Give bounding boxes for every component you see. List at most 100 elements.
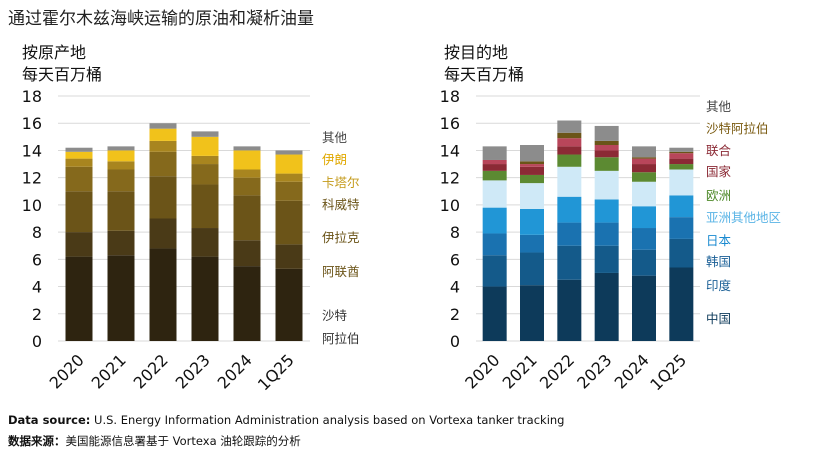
bar-segment — [632, 275, 656, 341]
legend-label: 阿拉伯 — [322, 331, 360, 346]
bar-segment — [557, 154, 582, 167]
bar-segment — [594, 157, 619, 171]
y-tick-label: 18 — [22, 87, 42, 106]
y-tick-label: 4 — [32, 278, 42, 297]
bar-segment — [557, 222, 582, 246]
source-text-en: U.S. Energy Information Administration a… — [90, 413, 565, 427]
x-tick-label: 2023 — [573, 350, 615, 392]
left-chart-subtitle-line2: 每天百万桶 — [22, 65, 103, 84]
source-text-zh: 美国能源信息署基于 Vortexa 油轮跟踪的分析 — [65, 434, 301, 448]
legend-label: 阿联酋 — [322, 264, 360, 279]
bar-segment — [482, 255, 507, 287]
bar-segment — [557, 120, 582, 133]
x-tick-label: 1Q25 — [254, 350, 298, 394]
bar-segment — [594, 125, 619, 141]
bar-segment — [191, 256, 219, 341]
bar-segment — [669, 267, 694, 341]
legend-label: 欧洲 — [706, 188, 731, 203]
bar-segment — [191, 155, 219, 165]
legend-label: 伊朗 — [322, 152, 347, 167]
bar-segment — [191, 136, 219, 156]
bar-segment — [65, 147, 93, 152]
bar-segment — [557, 132, 582, 139]
x-tick-label: 2022 — [536, 350, 578, 392]
bar-segment — [275, 173, 303, 182]
bar-segment — [149, 218, 177, 249]
bar-segment — [65, 151, 93, 159]
y-tick-label: 18 — [440, 87, 460, 106]
bar-segment — [107, 255, 135, 341]
bar-segment — [107, 169, 135, 192]
bar-segment — [65, 256, 93, 341]
bar-segment — [632, 164, 656, 173]
bar-segment — [233, 195, 261, 241]
bar-segment — [520, 161, 544, 165]
source-label-en: Data source: — [8, 413, 91, 427]
bar-segment — [107, 191, 135, 231]
bar-segment — [233, 240, 261, 267]
legend-label: 中国 — [706, 311, 731, 326]
bar-segment — [632, 157, 656, 159]
y-tick-label: 14 — [22, 141, 42, 160]
x-tick-label: 2021 — [499, 350, 541, 392]
legend-label: 韩国 — [706, 254, 731, 269]
bar-segment — [149, 248, 177, 341]
bar-segment — [482, 146, 507, 160]
bar-segment — [594, 140, 619, 145]
left-chart-subtitle-line1: 按原产地 — [22, 43, 87, 62]
bar-segment — [632, 181, 656, 207]
bar-segment — [669, 169, 694, 196]
bar-segment — [65, 158, 93, 167]
bar-segment — [191, 164, 219, 185]
y-tick-label: 6 — [450, 250, 460, 269]
bar-segment — [669, 217, 694, 239]
bar-segment — [520, 285, 544, 341]
bar-segment — [482, 207, 507, 234]
x-tick-label: 2021 — [88, 350, 130, 392]
y-tick-label: 16 — [22, 114, 42, 133]
bar-segment — [275, 150, 303, 155]
y-tick-label: 2 — [450, 305, 460, 324]
bar-segment — [520, 252, 544, 286]
legend-label: 科威特 — [322, 197, 360, 212]
bar-segment — [669, 151, 694, 154]
legend-label: 印度 — [706, 278, 732, 293]
left-chart-subtitle: 按原产地 每天百万桶 — [22, 42, 102, 86]
x-tick-label: 1Q25 — [646, 350, 690, 394]
legend-label: 伊拉克 — [322, 230, 360, 245]
bar-segment — [65, 166, 93, 192]
bar-segment — [669, 158, 694, 165]
x-tick-label: 2020 — [461, 350, 503, 392]
bar-segment — [594, 170, 619, 200]
bar-segment — [557, 166, 582, 197]
bar-segment — [482, 180, 507, 208]
bar-segment — [482, 233, 507, 256]
bar-segment — [275, 154, 303, 174]
bar-segment — [107, 161, 135, 170]
bar-segment — [632, 228, 656, 250]
right-chart-subtitle: 按目的地 每天百万桶 — [444, 42, 524, 86]
y-tick-label: 10 — [22, 196, 42, 215]
x-tick-label: 2024 — [214, 350, 256, 392]
bar-segment — [557, 146, 582, 155]
bar-segment — [557, 279, 582, 341]
legend-label: 其他 — [706, 99, 732, 114]
bar-segment — [275, 268, 303, 341]
y-tick-label: 4 — [450, 278, 460, 297]
bar-segment — [482, 170, 507, 181]
y-tick-label: 0 — [32, 332, 42, 351]
bar-segment — [520, 208, 544, 235]
bar-segment — [482, 159, 507, 165]
bar-segment — [520, 174, 544, 184]
legend-label: 沙特阿拉伯 — [706, 121, 769, 136]
bar-segment — [669, 195, 694, 218]
bar-segment — [275, 181, 303, 201]
y-tick-label: 6 — [32, 250, 42, 269]
bar-segment — [520, 164, 544, 167]
bar-segment — [557, 138, 582, 147]
y-tick-label: 0 — [450, 332, 460, 351]
bar-segment — [557, 245, 582, 280]
bar-segment — [233, 266, 261, 341]
